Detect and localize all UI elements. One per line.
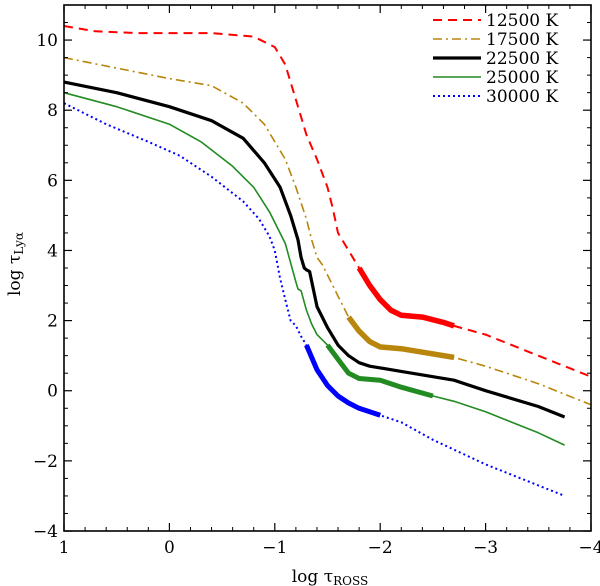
x-tick-label: 1 [59, 538, 70, 558]
series-line [63, 80, 566, 419]
x-tick-label: −4 [578, 538, 600, 558]
y-tick-label: −4 [33, 522, 58, 542]
x-axis-label-main: log τ [292, 567, 333, 586]
series-line [63, 56, 592, 406]
x-axis-label-sub: ROSS [333, 574, 368, 586]
legend-label: 17500 K [486, 30, 558, 50]
series-highlight-segment [356, 266, 455, 329]
y-tick-label: 8 [47, 101, 58, 121]
y-tick-label: 4 [47, 241, 58, 261]
series-highlight-segment [304, 344, 381, 418]
legend-label: 22500 K [486, 49, 558, 69]
legend-label: 25000 K [486, 68, 558, 88]
x-tick-label: −1 [262, 538, 287, 558]
y-axis-label: log τLyα [5, 232, 26, 296]
y-tick-label: 6 [47, 171, 58, 191]
x-tick-label: −3 [473, 538, 498, 558]
x-tick-label: 0 [164, 538, 175, 558]
y-tick-label: 2 [47, 312, 58, 332]
series-highlight-segment [325, 343, 434, 399]
series-line [63, 102, 565, 497]
series-layer [63, 25, 592, 497]
series-highlight-segment [346, 315, 455, 361]
y-axis-label-sub: Lyα [12, 232, 26, 255]
x-tick-label: −2 [368, 538, 393, 558]
legend-label: 12500 K [486, 11, 558, 31]
y-axis-label-main: log τ [5, 255, 25, 296]
legend-label: 30000 K [486, 87, 558, 107]
y-tick-label: 0 [47, 382, 58, 402]
x-axis-label: log τROSS [292, 567, 368, 586]
y-tick-label: −2 [33, 452, 58, 472]
y-tick-label: 10 [36, 31, 58, 51]
